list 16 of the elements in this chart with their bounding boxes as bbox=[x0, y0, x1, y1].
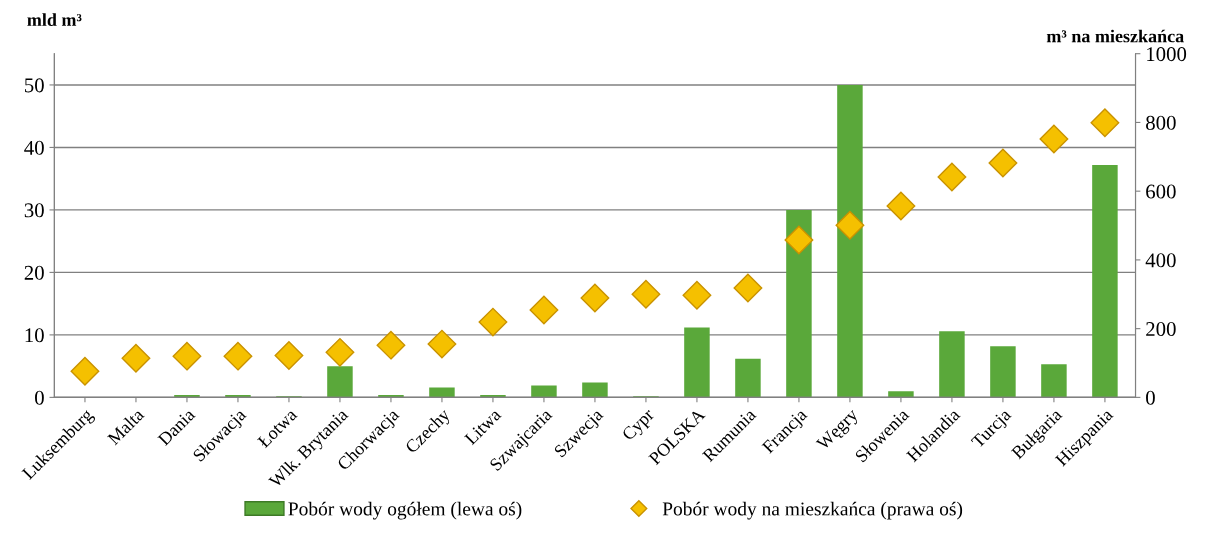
y2-tick-label: 200 bbox=[1146, 322, 1176, 337]
y-tick-label: 20 bbox=[24, 265, 44, 280]
y-tick-label: 10 bbox=[25, 328, 44, 343]
legend-label: Pobór wody ogółem (lewa oś) bbox=[288, 501, 522, 520]
y-axis-title: mld m³ bbox=[27, 13, 82, 26]
y-tick-label: 30 bbox=[24, 203, 44, 218]
y2-axis-title: m³ na mieszkańca bbox=[1046, 29, 1184, 43]
legend-label: Pobór wody na mieszkańca (prawa oś) bbox=[662, 501, 963, 520]
y2-tick-label: 400 bbox=[1145, 253, 1176, 268]
y-tick-label: 0 bbox=[35, 390, 44, 405]
y-tick-label: 40 bbox=[24, 140, 44, 155]
y2-tick-label: 600 bbox=[1146, 184, 1176, 199]
y2-tick-label: 800 bbox=[1146, 115, 1176, 130]
y2-tick-label: 0 bbox=[1146, 390, 1155, 405]
y-tick-label: 50 bbox=[25, 78, 44, 93]
y2-tick-label: 1000 bbox=[1147, 47, 1187, 62]
